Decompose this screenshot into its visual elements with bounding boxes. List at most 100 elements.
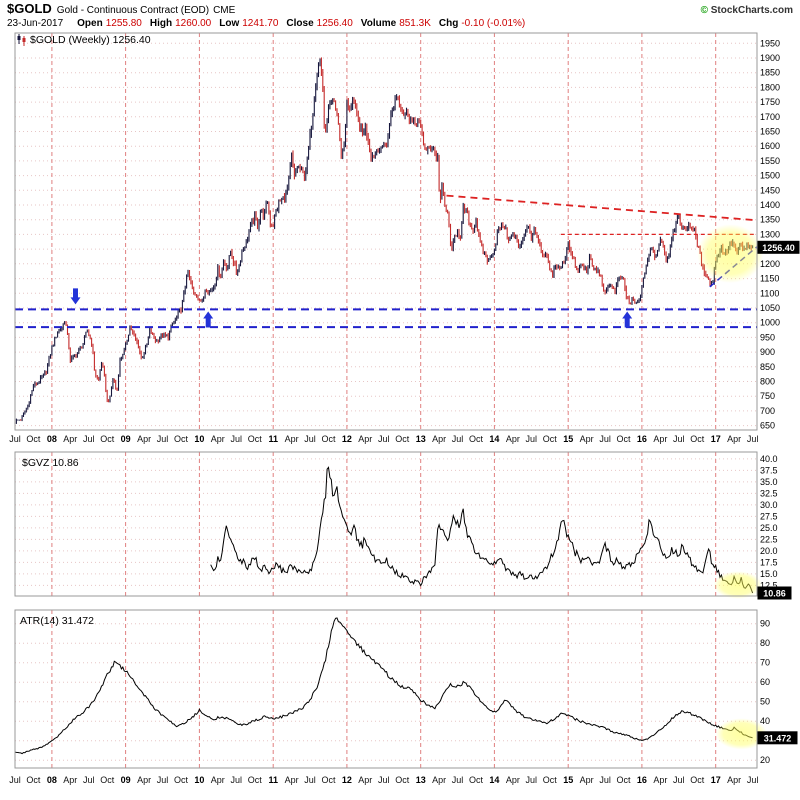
svg-text:750: 750 bbox=[760, 391, 775, 401]
svg-text:Apr: Apr bbox=[580, 434, 594, 444]
svg-text:$GVZ 10.86: $GVZ 10.86 bbox=[22, 457, 79, 469]
close-value: 1256.40 bbox=[316, 18, 353, 29]
svg-text:31.472: 31.472 bbox=[764, 733, 792, 743]
svg-text:950: 950 bbox=[760, 332, 775, 342]
svg-text:Jul: Jul bbox=[9, 434, 21, 444]
svg-text:Oct: Oct bbox=[395, 434, 410, 444]
indicator-line bbox=[14, 617, 753, 755]
exchange-label: CME bbox=[213, 5, 236, 16]
svg-text:15: 15 bbox=[563, 434, 573, 444]
panel-label: ATR(14) 31.472 bbox=[20, 615, 94, 627]
svg-text:Apr: Apr bbox=[211, 434, 225, 444]
gvz-indicator-panel: 12.515.0 17.520.0 22.525.0 27.530.0 32.535.0… bbox=[14, 451, 792, 600]
svg-text:37.5: 37.5 bbox=[760, 465, 778, 475]
open-label: Open bbox=[77, 18, 103, 29]
symbol-description: Gold - Continuous Contract (EOD) bbox=[56, 5, 210, 16]
y-axis-labels: 650 700 750 800 850 900 950 1000 1050 1100 1150 120… bbox=[760, 38, 780, 430]
svg-text:Jul: Jul bbox=[673, 775, 685, 785]
svg-text:Oct: Oct bbox=[321, 434, 336, 444]
svg-text:900: 900 bbox=[760, 347, 775, 357]
svg-text:1350: 1350 bbox=[760, 215, 780, 225]
panel-label: $GOLD (Weekly) 1256.40 bbox=[17, 34, 151, 46]
svg-text:80: 80 bbox=[760, 638, 770, 648]
copyright: © StockCharts.com bbox=[701, 4, 793, 17]
high-value: 1260.00 bbox=[175, 18, 212, 29]
highlight-ellipse bbox=[715, 718, 768, 750]
svg-text:1256.40: 1256.40 bbox=[762, 243, 795, 253]
svg-text:Jul: Jul bbox=[157, 775, 169, 785]
down-arrow-icon bbox=[70, 288, 81, 305]
svg-text:Jul: Jul bbox=[83, 775, 95, 785]
svg-text:40.0: 40.0 bbox=[760, 454, 778, 464]
low-value: 1241.70 bbox=[242, 18, 279, 29]
svg-text:Oct: Oct bbox=[395, 775, 410, 785]
x-axis-labels: Jul Oct 08 Apr Jul Oct 09 Apr Jul Oct 10 Apr Jul Oct 1… bbox=[9, 775, 758, 785]
svg-text:1750: 1750 bbox=[760, 97, 780, 107]
svg-text:1800: 1800 bbox=[760, 82, 780, 92]
svg-text:Apr: Apr bbox=[211, 775, 225, 785]
quote-strip: Open 1255.80 High 1260.00 Low 1241.70 Cl… bbox=[69, 18, 525, 30]
svg-text:Oct: Oct bbox=[543, 434, 558, 444]
svg-text:14: 14 bbox=[489, 775, 499, 785]
svg-text:Jul: Jul bbox=[9, 775, 21, 785]
svg-text:12: 12 bbox=[342, 775, 352, 785]
svg-text:Oct: Oct bbox=[543, 775, 558, 785]
svg-text:Apr: Apr bbox=[580, 775, 594, 785]
value-gridlines bbox=[15, 458, 757, 586]
svg-text:Jul: Jul bbox=[231, 434, 243, 444]
svg-text:650: 650 bbox=[760, 421, 775, 431]
svg-text:20.0: 20.0 bbox=[760, 546, 778, 556]
svg-text:10.86: 10.86 bbox=[763, 589, 786, 599]
year-gridlines bbox=[51, 452, 717, 596]
svg-text:13: 13 bbox=[416, 775, 426, 785]
y-axis-labels: 12.515.0 17.520.0 22.525.0 27.530.0 32.535.0… bbox=[760, 454, 778, 591]
svg-text:Jul: Jul bbox=[599, 434, 611, 444]
svg-text:1300: 1300 bbox=[760, 229, 780, 239]
svg-text:11: 11 bbox=[268, 434, 278, 444]
svg-text:Apr: Apr bbox=[506, 775, 520, 785]
svg-text:08: 08 bbox=[47, 775, 57, 785]
copyright-text: StockCharts.com bbox=[707, 5, 793, 16]
chart-type-icon bbox=[17, 34, 26, 46]
svg-text:09: 09 bbox=[121, 775, 131, 785]
svg-text:Oct: Oct bbox=[469, 434, 484, 444]
svg-text:1000: 1000 bbox=[760, 318, 780, 328]
svg-text:Oct: Oct bbox=[174, 434, 189, 444]
symbol: $GOLD bbox=[7, 1, 52, 16]
svg-text:Apr: Apr bbox=[358, 775, 372, 785]
panel-border bbox=[14, 32, 758, 431]
svg-text:Oct: Oct bbox=[616, 434, 631, 444]
svg-text:1400: 1400 bbox=[760, 200, 780, 210]
svg-text:Jul: Jul bbox=[452, 434, 464, 444]
svg-text:Jul: Jul bbox=[378, 775, 390, 785]
svg-text:Apr: Apr bbox=[653, 775, 667, 785]
svg-text:70: 70 bbox=[760, 658, 770, 668]
year-gridlines bbox=[51, 33, 717, 430]
red-down-trendline bbox=[446, 194, 758, 222]
low-label: Low bbox=[219, 18, 240, 29]
svg-text:Jul: Jul bbox=[304, 434, 316, 444]
highlight-ellipse bbox=[697, 224, 764, 283]
panel-border bbox=[14, 451, 758, 597]
svg-text:1850: 1850 bbox=[760, 68, 780, 78]
svg-text:Oct: Oct bbox=[321, 775, 336, 785]
price-bars bbox=[14, 57, 754, 424]
svg-text:Apr: Apr bbox=[358, 434, 372, 444]
svg-text:15.0: 15.0 bbox=[760, 569, 778, 579]
svg-text:Oct: Oct bbox=[248, 775, 263, 785]
svg-text:Apr: Apr bbox=[653, 434, 667, 444]
svg-text:Jul: Jul bbox=[304, 775, 316, 785]
svg-text:40: 40 bbox=[760, 716, 770, 726]
annotation-arrows bbox=[70, 288, 633, 328]
svg-text:1600: 1600 bbox=[760, 141, 780, 151]
svg-text:Oct: Oct bbox=[174, 775, 189, 785]
svg-text:1700: 1700 bbox=[760, 112, 780, 122]
svg-text:Jul: Jul bbox=[157, 434, 169, 444]
svg-text:1450: 1450 bbox=[760, 185, 780, 195]
svg-text:Jul: Jul bbox=[526, 775, 538, 785]
year-gridlines bbox=[51, 610, 717, 768]
svg-text:ATR(14) 31.472: ATR(14) 31.472 bbox=[20, 615, 94, 627]
svg-text:Apr: Apr bbox=[432, 775, 446, 785]
